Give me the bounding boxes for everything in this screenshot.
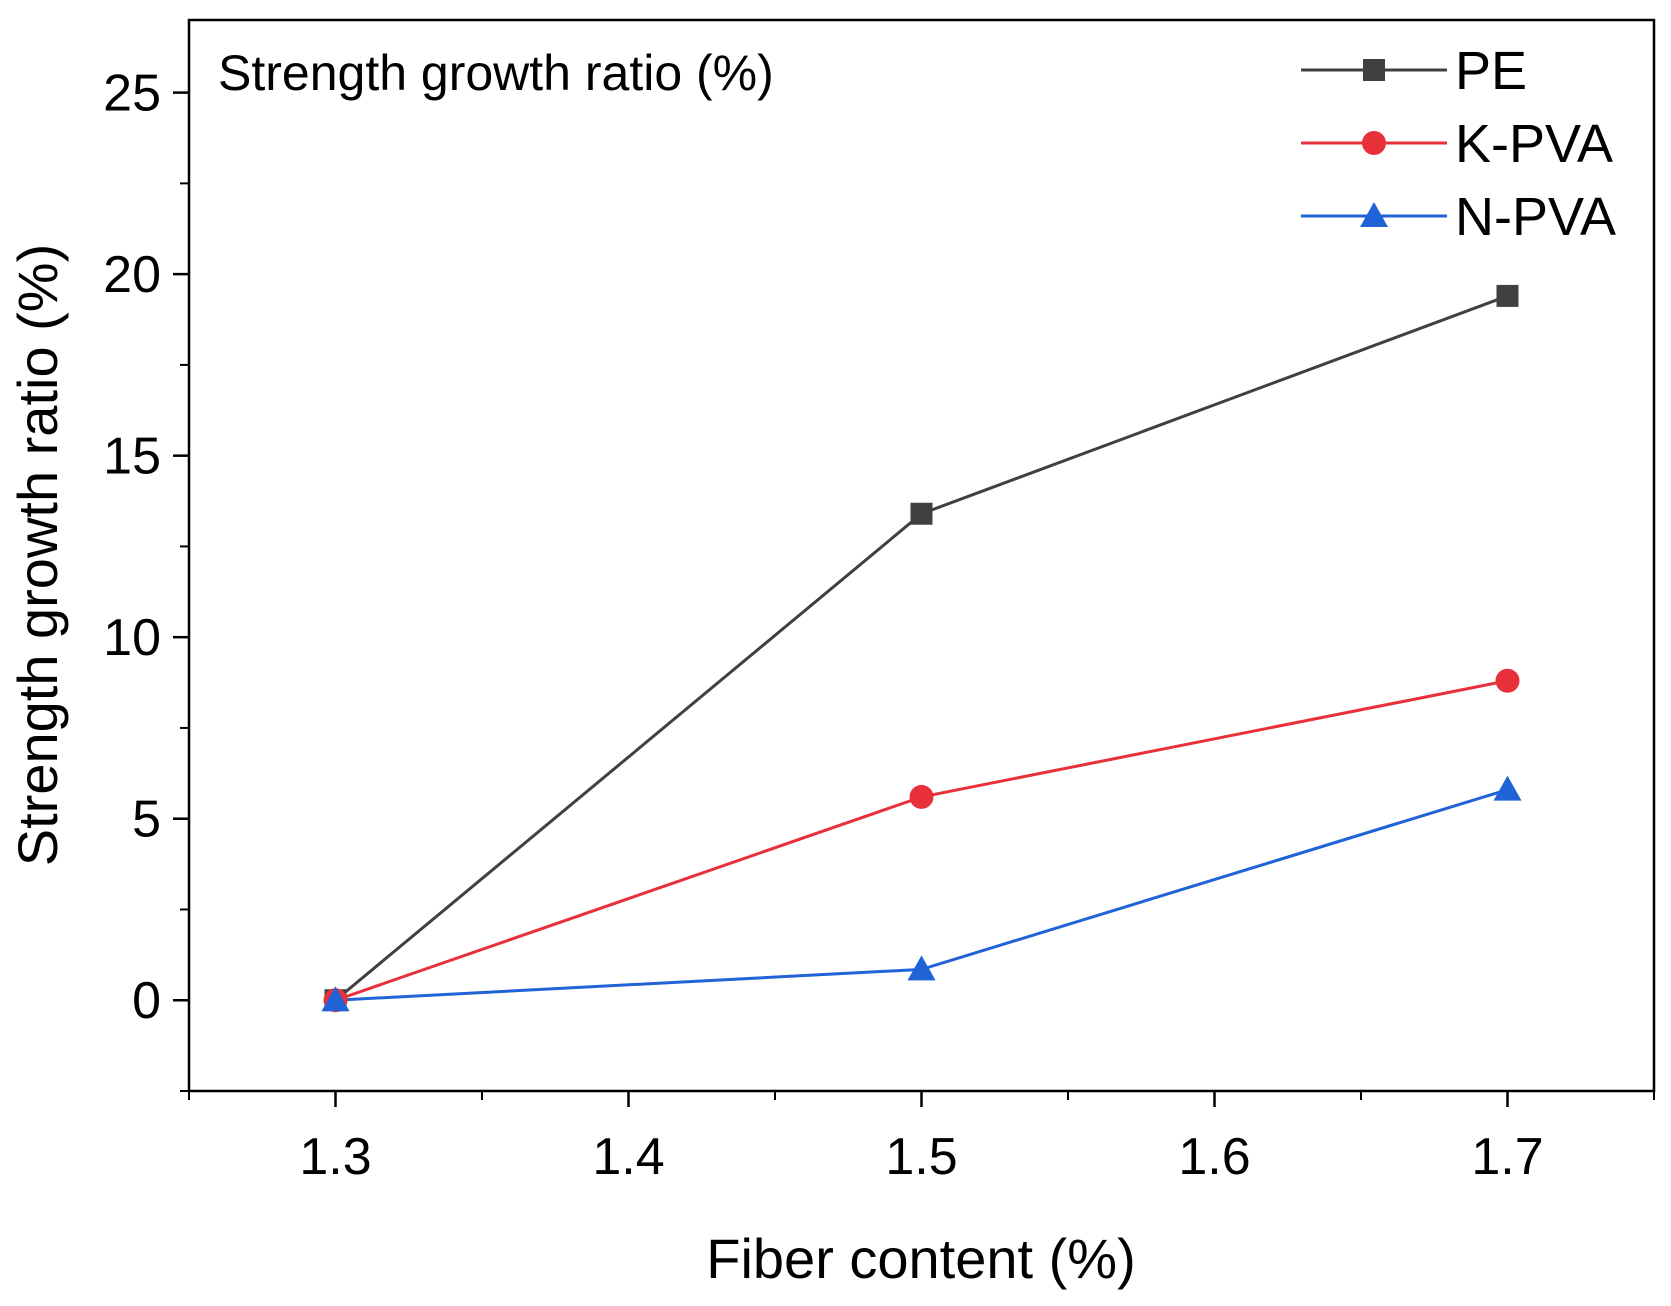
- x-axis: 1.3 1.4 1.5 1.6 1.7: [188, 1091, 1655, 1186]
- y-tick-label: 0: [132, 972, 161, 1030]
- data-point-pe: [1496, 284, 1519, 307]
- x-tick-label: 1.6: [1178, 1128, 1250, 1186]
- x-tick-label: 1.3: [299, 1128, 371, 1186]
- data-point-pe: [910, 502, 933, 525]
- y-axis: 0 5 10 15 20 25: [103, 65, 189, 1092]
- legend: PE K-PVA N-PVA: [1301, 41, 1616, 247]
- plot-frame: [187, 18, 1656, 1093]
- series-layer: [321, 284, 1522, 1013]
- y-axis-title: Strength growth ratio (%): [6, 244, 69, 866]
- y-tick-label: 5: [132, 791, 161, 849]
- chart-title: Strength growth ratio (%): [218, 45, 774, 101]
- legend-label-n-pva: N-PVA: [1455, 187, 1616, 247]
- data-point-k-pva: [909, 784, 934, 809]
- series-line-k-pva: [335, 679, 1508, 1002]
- data-point-n-pva: [1493, 775, 1522, 801]
- series-line-pe: [334, 294, 1509, 1002]
- y-tick-label: 10: [103, 609, 161, 667]
- data-point-n-pva: [907, 955, 936, 981]
- y-tick-label: 15: [103, 428, 161, 486]
- legend-label-pe: PE: [1455, 41, 1527, 101]
- x-axis-title: Fiber content (%): [706, 1227, 1136, 1290]
- legend-label-k-pva: K-PVA: [1455, 114, 1613, 174]
- x-tick-label: 1.5: [885, 1128, 957, 1186]
- x-tick-label: 1.7: [1471, 1128, 1543, 1186]
- data-point-k-pva: [1495, 668, 1520, 693]
- legend-marker-n-pva: [1360, 202, 1388, 227]
- data-point-n-pva: [321, 986, 350, 1012]
- legend-marker-pe: [1363, 59, 1385, 81]
- y-tick-label: 25: [103, 65, 161, 123]
- y-tick-label: 20: [103, 246, 161, 304]
- x-tick-label: 1.4: [592, 1128, 664, 1186]
- legend-marker-k-pva: [1362, 131, 1386, 155]
